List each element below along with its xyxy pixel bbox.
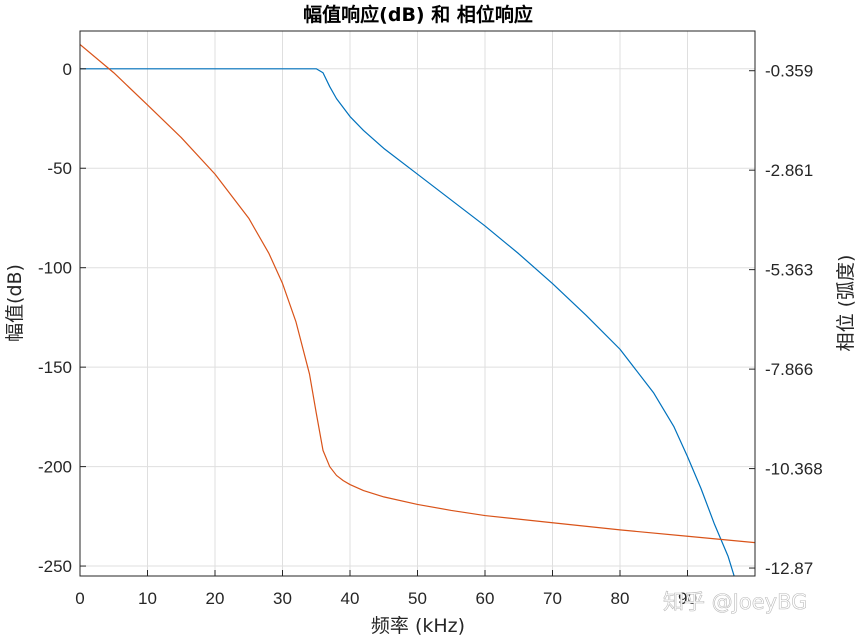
x-tick-label: 50 — [408, 589, 427, 608]
y-left-tick-label: -100 — [38, 259, 72, 278]
y-axis-left-label: 幅值(dB) — [4, 264, 26, 342]
y-axis-right-label: 相位 (弧度) — [835, 255, 857, 352]
x-tick-label: 10 — [138, 589, 157, 608]
y-right-tick-label: -10.368 — [765, 460, 823, 479]
y-right-tick-label: -7.866 — [765, 360, 813, 379]
x-axis-label: 频率 (kHz) — [371, 615, 465, 637]
x-tick-label: 40 — [341, 589, 360, 608]
y-right-tick-label: -2.861 — [765, 161, 813, 180]
chart-title: 幅值响应(dB) 和 相位响应 — [303, 3, 533, 26]
y-left-tick-label: -250 — [38, 557, 72, 576]
y-right-tick-label: -0.359 — [765, 62, 813, 81]
grid-lines — [79, 31, 755, 576]
y-left-tick-label: -200 — [38, 458, 72, 477]
y-left-tick-label: -150 — [38, 358, 72, 377]
y-left-tick-label: 0 — [63, 60, 72, 79]
watermark-text: 知乎 @JoeyBG — [663, 590, 807, 614]
x-tick-label: 60 — [476, 589, 495, 608]
x-tick-label: 90 — [678, 589, 697, 608]
x-tick-label: 70 — [543, 589, 562, 608]
phase-response-line — [80, 44, 755, 544]
y-left-tick-label: -50 — [47, 159, 72, 178]
y-right-tick-label: -12.87 — [765, 559, 813, 578]
x-tick-label: 30 — [273, 589, 292, 608]
magnitude-response-line — [80, 68, 735, 576]
x-tick-label: 0 — [75, 589, 84, 608]
series-layer — [80, 44, 755, 576]
tick-layer: 0 10 20 30 40 50 60 70 80 90 0 -50 -100 -150 -200 -250 -… — [38, 60, 823, 608]
x-tick-label: 80 — [611, 589, 630, 608]
y-right-tick-label: -5.363 — [765, 261, 813, 280]
x-tick-label: 20 — [206, 589, 225, 608]
